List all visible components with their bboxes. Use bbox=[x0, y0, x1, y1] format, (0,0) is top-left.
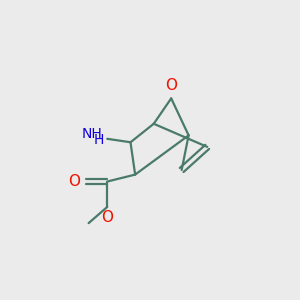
Text: O: O bbox=[68, 174, 80, 189]
Text: NH: NH bbox=[82, 127, 103, 141]
Text: H: H bbox=[93, 134, 104, 147]
Text: O: O bbox=[101, 210, 113, 225]
Text: O: O bbox=[165, 78, 177, 93]
